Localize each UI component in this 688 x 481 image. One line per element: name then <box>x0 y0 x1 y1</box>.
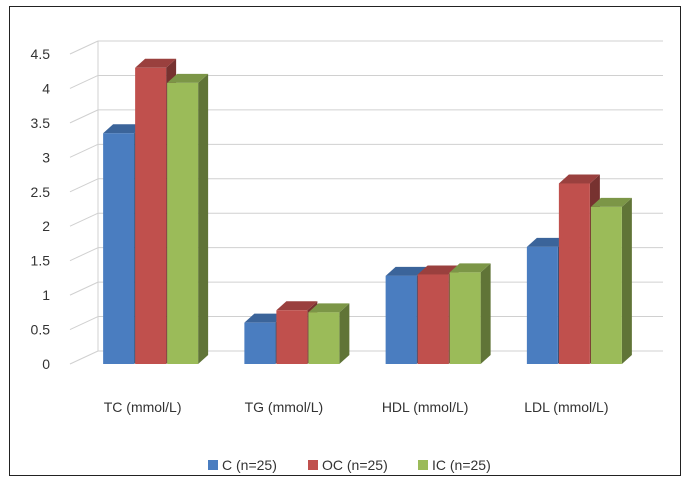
gridline-diagonal <box>69 143 99 158</box>
bar <box>385 275 417 364</box>
bar <box>244 322 276 364</box>
y-tick-label: 1.5 <box>31 253 51 269</box>
y-tick-label: 4 <box>42 80 50 96</box>
legend-swatch <box>418 460 428 470</box>
gridline-diagonal <box>69 212 99 227</box>
bar <box>558 183 590 364</box>
bar-chart: 0 0.5 1 1.5 2 2.5 3 3.5 4 4.5 TC (mmol/L) TG (mmol… <box>31 40 663 473</box>
y-tick-label: 4.5 <box>31 46 51 62</box>
category-labels: TC (mmol/L) TG (mmol/L) HDL (mmol/L) LDL (m… <box>104 399 609 415</box>
bar-top <box>449 263 491 273</box>
y-tick-label: 0.5 <box>31 322 51 338</box>
bar <box>417 274 449 364</box>
bar-side <box>621 197 632 364</box>
gridline-diagonal <box>69 281 99 296</box>
x-category-label: TC (mmol/L) <box>104 399 182 415</box>
x-category-label: HDL (mmol/L) <box>382 399 469 415</box>
bar-side <box>339 303 350 364</box>
bar <box>526 246 558 364</box>
bar-top <box>276 301 318 311</box>
bar-top <box>135 58 177 68</box>
y-tick-label: 2.5 <box>31 184 51 200</box>
x-category-label: TG (mmol/L) <box>245 399 324 415</box>
bar <box>276 310 308 364</box>
legend-swatch <box>208 460 218 470</box>
gridline-diagonal <box>69 247 99 262</box>
bar-top <box>103 124 145 134</box>
x-category-label: LDL (mmol/L) <box>524 399 608 415</box>
bars <box>103 58 632 365</box>
y-tick-label: 0 <box>42 356 50 372</box>
y-tick-label: 2 <box>42 218 50 234</box>
y-tick-label: 3.5 <box>31 115 51 131</box>
bar-top <box>167 73 209 83</box>
bar <box>449 272 481 364</box>
bar-top <box>558 174 600 184</box>
bar-side <box>198 73 209 364</box>
bar <box>167 82 199 364</box>
gridline-diagonal <box>69 109 99 124</box>
y-tick-label: 3 <box>42 149 50 165</box>
y-axis: 0 0.5 1 1.5 2 2.5 3 3.5 4 4.5 <box>31 46 51 372</box>
bar-side <box>480 263 491 364</box>
bar-top <box>526 237 568 247</box>
bar-top <box>244 313 286 323</box>
legend: C (n=25) OC (n=25) IC (n=25) <box>208 457 491 473</box>
legend-label: C (n=25) <box>222 457 277 473</box>
chart-frame: 0 0.5 1 1.5 2 2.5 3 3.5 4 4.5 TC (mmol/L) TG (mmol… <box>9 6 681 476</box>
gridline-diagonal <box>69 178 99 193</box>
gridline-diagonal <box>69 74 99 89</box>
gridline-diagonal <box>69 350 99 365</box>
legend-label: IC (n=25) <box>432 457 491 473</box>
y-tick-label: 1 <box>42 287 50 303</box>
gridline-diagonal <box>69 40 99 55</box>
bar-top <box>308 303 350 313</box>
bar <box>590 206 622 364</box>
legend-swatch <box>308 460 318 470</box>
bar-top <box>385 266 427 276</box>
bar <box>308 312 340 364</box>
legend-label: OC (n=25) <box>322 457 388 473</box>
gridline-diagonal <box>69 316 99 331</box>
bar <box>135 67 167 365</box>
bar-top <box>590 197 632 207</box>
bar <box>103 133 135 364</box>
bar-top <box>417 265 459 275</box>
